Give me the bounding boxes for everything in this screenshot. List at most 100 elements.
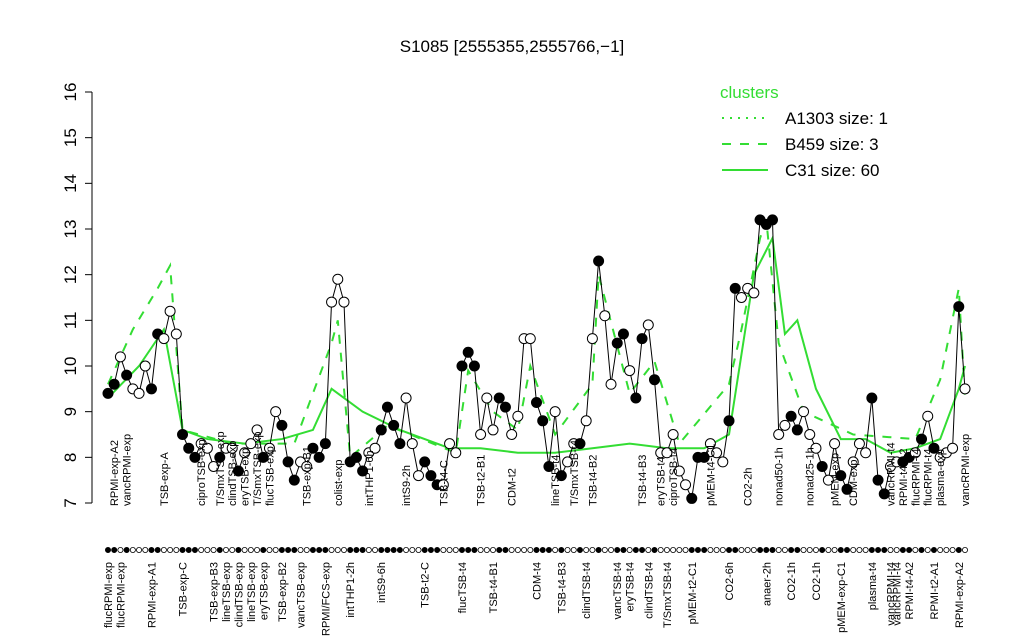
point [680,479,692,491]
rug-mark [483,547,490,554]
rug-mark [471,547,478,554]
rug-mark [707,547,714,554]
point [829,438,841,450]
point [139,360,151,372]
rug-mark [937,547,944,554]
point [841,483,853,495]
rug-mark [365,547,372,554]
rug-mark [868,547,875,554]
point [872,474,884,486]
rug-mark [850,547,857,554]
point [853,438,865,450]
rug-mark [204,547,211,554]
point [580,415,592,427]
rug-mark [962,547,969,554]
point [282,456,294,468]
rug-mark [185,547,192,554]
top-label: clindTSB-exp [227,441,239,506]
rug-mark [595,547,602,554]
rug-mark [726,547,733,554]
rug-mark [372,547,379,554]
point [226,442,238,454]
rug-mark [651,547,658,554]
point [704,438,716,450]
rug-mark [713,547,720,554]
rug-mark [403,547,410,554]
point [717,456,729,468]
rug-mark [875,547,882,554]
point [909,447,921,459]
bottom-label: vancRPMI-t4 [885,562,897,626]
rug-mark [514,547,521,554]
point [251,424,263,436]
rug-mark [794,547,801,554]
legend-label: B459 size: 3 [785,135,879,154]
rug-mark [328,547,335,554]
point [562,456,574,468]
point [145,383,157,395]
bottom-label: CDM-t4 [532,562,544,600]
rug-mark [930,547,937,554]
rug-mark [688,547,695,554]
bottom-label: flucTSB-t4 [457,562,469,613]
rug-mark [763,547,770,554]
rug-mark [955,547,962,554]
point [686,492,698,504]
top-label: TSB-exp-A [159,452,171,506]
rug-mark [682,547,689,554]
point [543,460,555,472]
top-label: pMEM-exp [830,453,842,506]
rug-mark [837,547,844,554]
rug-mark [750,547,757,554]
rug-mark [247,547,254,554]
bottom-label: TSB-t2-C [420,562,432,608]
rug-mark [496,547,503,554]
rug-mark [440,547,447,554]
top-label: eryTSB-t4 [656,456,668,506]
point [531,397,542,409]
rug-mark [452,547,459,554]
rug-mark [384,547,391,554]
bottom-label: CO2-1h [786,562,798,601]
bottom-label: TSB-exp-B3 [209,562,221,622]
rug-mark [676,547,683,554]
point [177,429,189,440]
rug-mark [949,547,956,554]
point [586,333,598,345]
top-label: ciproTSB-exp [196,439,208,506]
bottom-label: TSB-exp-B2 [277,562,289,622]
bottom-label: TSB-t4-B1 [488,562,500,613]
rug-mark [285,547,292,554]
rug-mark [825,547,832,554]
rug-mark [316,547,323,554]
rug-mark [601,547,608,554]
top-label: eryTSB-exp [240,448,252,506]
rug-mark [583,547,590,554]
top-label: TSB-t4-C [438,460,450,506]
rug-mark [670,547,677,554]
rug-mark [359,547,366,554]
point [319,438,331,450]
rug-mark [160,547,167,554]
point [729,282,741,294]
point [922,410,934,422]
y-tick-label: 15 [61,128,80,147]
bottom-label: RPMI-t4-A2 [904,562,916,619]
rug-mark [862,547,869,554]
rug-mark [508,547,515,554]
rug-mark [626,547,633,554]
bottom-label: lineTSB-exp [221,562,233,622]
rug-mark [173,547,180,554]
rug-mark [136,547,143,554]
point [661,447,673,459]
rug-mark [924,547,931,554]
point [270,406,282,418]
point [487,424,499,436]
point [369,442,381,454]
bottom-label: RPMI-exp-A1 [146,562,158,628]
point [301,460,313,472]
rug-mark [421,547,428,554]
point [791,424,803,436]
point [599,310,611,322]
point [524,333,536,345]
